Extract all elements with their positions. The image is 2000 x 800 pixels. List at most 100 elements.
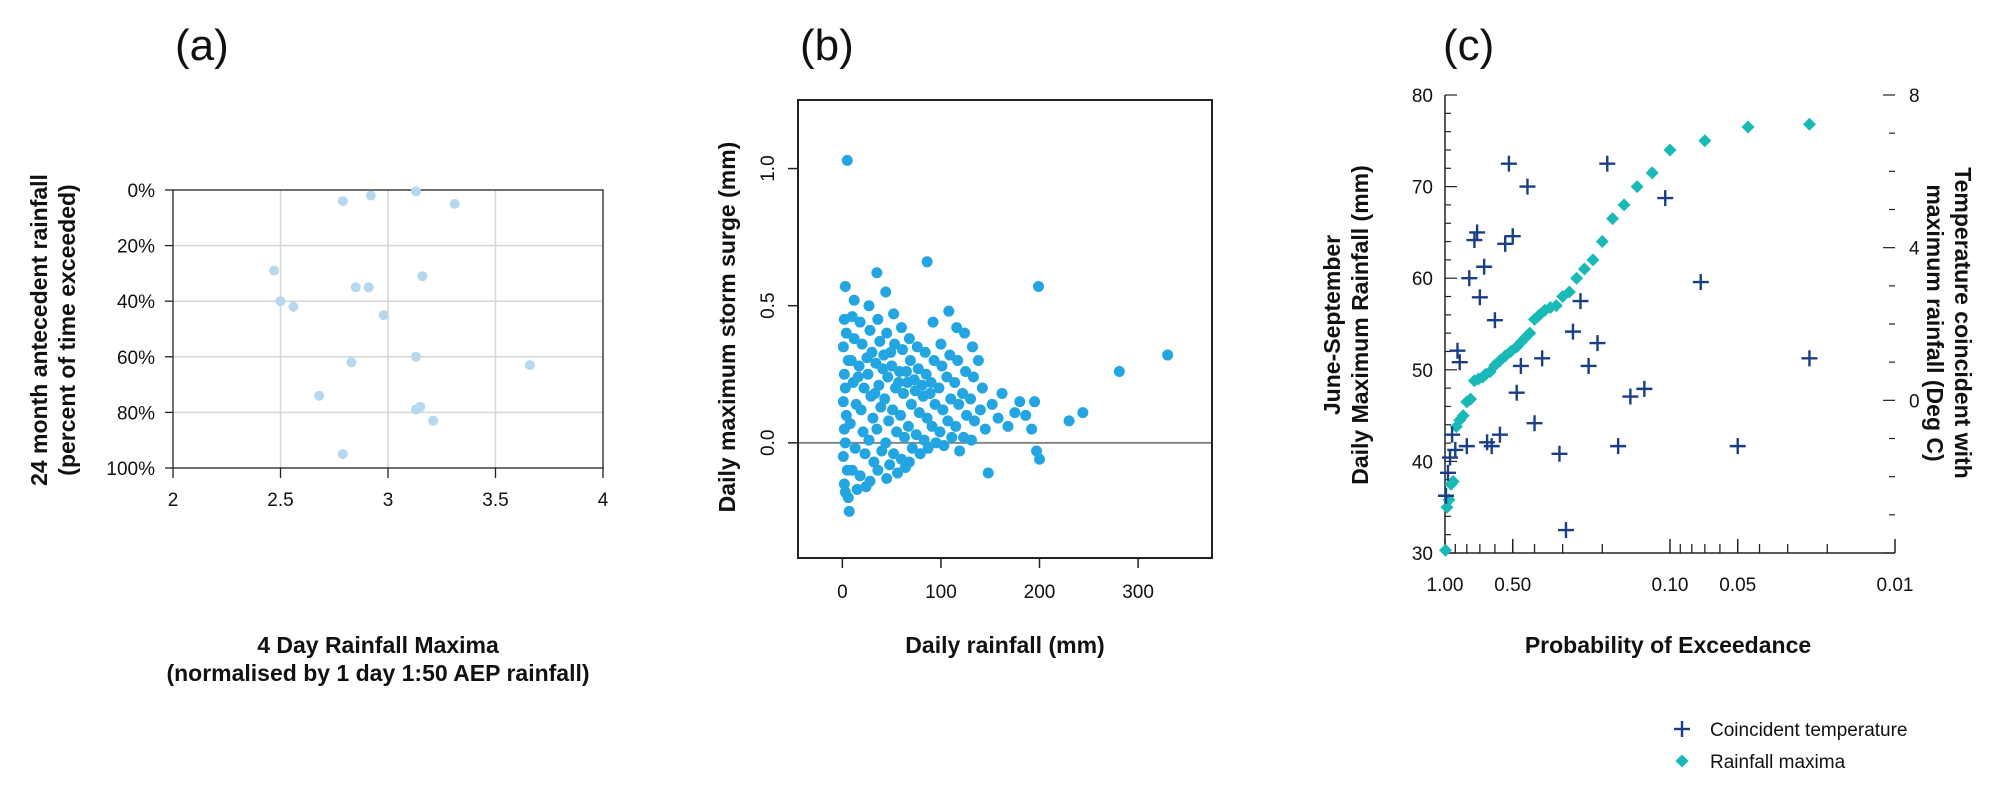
panel-c-rainfall-maxima-point — [1577, 262, 1591, 276]
panel-b-x-axis-title: Daily rainfall (mm) — [905, 632, 1104, 658]
panel-b-data-point — [892, 467, 904, 479]
legend-diamond-icon — [1675, 754, 1689, 768]
panel-b-data-point — [916, 379, 928, 391]
panel-b-data-point — [858, 382, 870, 394]
panel-b-data-point — [1020, 409, 1032, 421]
panel-a-points — [269, 186, 535, 460]
panel-a-data-point — [365, 190, 376, 201]
panel-b-data-point — [965, 434, 977, 446]
panel-b-data-point — [883, 415, 895, 427]
panel-b-data-point — [914, 448, 926, 460]
panel-b-data-point — [838, 368, 850, 380]
panel-b-data-point — [1029, 396, 1041, 408]
panel-c-coincident-temperature-point — [1512, 357, 1529, 374]
panel-b-data-point — [843, 505, 855, 517]
panel-c-rainfall-maxima-point — [1446, 475, 1460, 489]
panel-b-data-point — [960, 366, 972, 378]
panel-c-rainfall-maxima-point — [1464, 392, 1478, 406]
panel-b-data-point — [976, 382, 988, 394]
panel-b-data-point — [896, 322, 907, 334]
panel-b-data-point — [986, 398, 998, 410]
panel-c-coincident-temperature-point — [1447, 441, 1464, 458]
panel-a-data-point — [410, 351, 421, 362]
panel-c-coincident-temperature-point — [1491, 426, 1508, 443]
panel-b-data-point — [873, 379, 885, 391]
panel-c-coincident-temperature-point — [1471, 289, 1488, 306]
panel-c-coincident-temperature-point — [1557, 522, 1574, 539]
panel-b-data-point — [839, 280, 851, 292]
panel-b-data-point — [946, 431, 958, 443]
panel-c-y-axis-title: June-September — [1319, 235, 1345, 415]
panel-a-data-point — [378, 310, 389, 321]
panel-b-data-point — [927, 316, 939, 328]
panel-b-data-point — [868, 456, 880, 468]
panel-c-coincident-temperature-point — [1599, 155, 1616, 172]
panel-b-data-point — [967, 371, 979, 383]
panel-b-data-point — [869, 387, 881, 399]
panel-b-data-point — [861, 352, 873, 364]
panel-b-data-point — [929, 398, 941, 410]
legend-label-coincident-temperature: Coincident temperature — [1710, 720, 1908, 741]
panel-b-data-point — [1162, 349, 1174, 361]
panel-a-data-point — [275, 296, 286, 307]
panel-c-coincident-temperature-point — [1497, 235, 1514, 252]
panel-a-y-tick-label: 60% — [117, 348, 155, 369]
panel-b-data-point — [854, 316, 866, 328]
panel-c-y2-tick-label: 0 — [1909, 391, 1920, 412]
panel-b-data-point — [911, 341, 923, 353]
panel-b-data-point — [921, 256, 933, 268]
panel-b-data-point — [837, 451, 849, 463]
panel-b-x-tick-label: 0 — [837, 582, 848, 603]
panel-c-y-tick-label: 60 — [1412, 269, 1433, 290]
panel-b-data-point — [851, 483, 863, 495]
panel-b-data-point — [910, 429, 922, 441]
panel-c-rainfall-maxima-point — [1438, 543, 1452, 557]
panel-c-y-axis-subtitle: Daily Maximum Rainfall (mm) — [1347, 165, 1373, 485]
panel-b-data-point — [900, 366, 912, 378]
panel-b-data-point — [945, 393, 957, 405]
panel-b-data-point — [888, 448, 900, 460]
panel-b-data-point — [849, 442, 861, 454]
panel-c-coincident-temperature-point — [1439, 464, 1456, 481]
panel-b-data-point — [968, 415, 980, 427]
panel-a-data-point — [346, 357, 357, 368]
panel-c-coincident-temperature-point — [1500, 155, 1517, 172]
panel-c-rainfall-maxima-point — [1586, 253, 1600, 267]
panel-c-rainfall-maxima-point — [1802, 117, 1816, 131]
panel-a-x-tick-label: 3.5 — [482, 490, 508, 511]
panel-c-legend: Coincident temperature Rainfall maxima — [1674, 720, 1908, 773]
panel-a-data-point — [337, 196, 348, 207]
panel-b-data-point — [906, 442, 918, 454]
panel-c-coincident-temperature-point — [1469, 224, 1486, 241]
panel-b-data-point — [921, 412, 933, 424]
panel-b-data-point — [924, 387, 936, 399]
legend-plus-marker — [1674, 721, 1690, 737]
panel-b-data-point — [871, 423, 883, 435]
panel-c-coincident-temperature-point — [1572, 293, 1589, 310]
panel-b-data-point — [844, 418, 856, 430]
panel-b-data-point — [840, 327, 852, 339]
panel-a-data-point — [269, 265, 280, 276]
panel-b-data-point — [913, 407, 925, 419]
panel-b-data-point — [856, 338, 868, 350]
panel-c-points — [1437, 117, 1818, 557]
panel-b-data-point — [902, 420, 914, 432]
panel-a-x-tick-label: 4 — [598, 490, 609, 511]
panel-c-rainfall-maxima-point — [1549, 299, 1563, 313]
panel-b-data-point — [982, 467, 994, 479]
panel-b-y-tick-label: 0.5 — [758, 292, 779, 318]
panel-b-data-point — [918, 434, 930, 446]
panel-b-data-point — [853, 360, 865, 372]
panel-c-coincident-temperature-point — [1437, 487, 1454, 504]
panel-a-y-tick-label: 0% — [128, 181, 156, 202]
panel-c-rainfall-maxima-point — [1630, 180, 1644, 194]
panel-a-x-axis-subtitle: (normalised by 1 day 1:50 AEP rainfall) — [166, 660, 589, 686]
panel-b-data-point — [1033, 280, 1045, 292]
panel-b-data-point — [934, 426, 946, 438]
panel-b-data-point — [862, 368, 874, 380]
panel-c-coincident-temperature-point — [1508, 384, 1525, 401]
panel-b-data-point — [897, 387, 909, 399]
panel-a-grid — [173, 190, 603, 468]
panel-b-data-point — [839, 486, 851, 498]
panel-b-x-tick-label: 200 — [1024, 582, 1056, 603]
